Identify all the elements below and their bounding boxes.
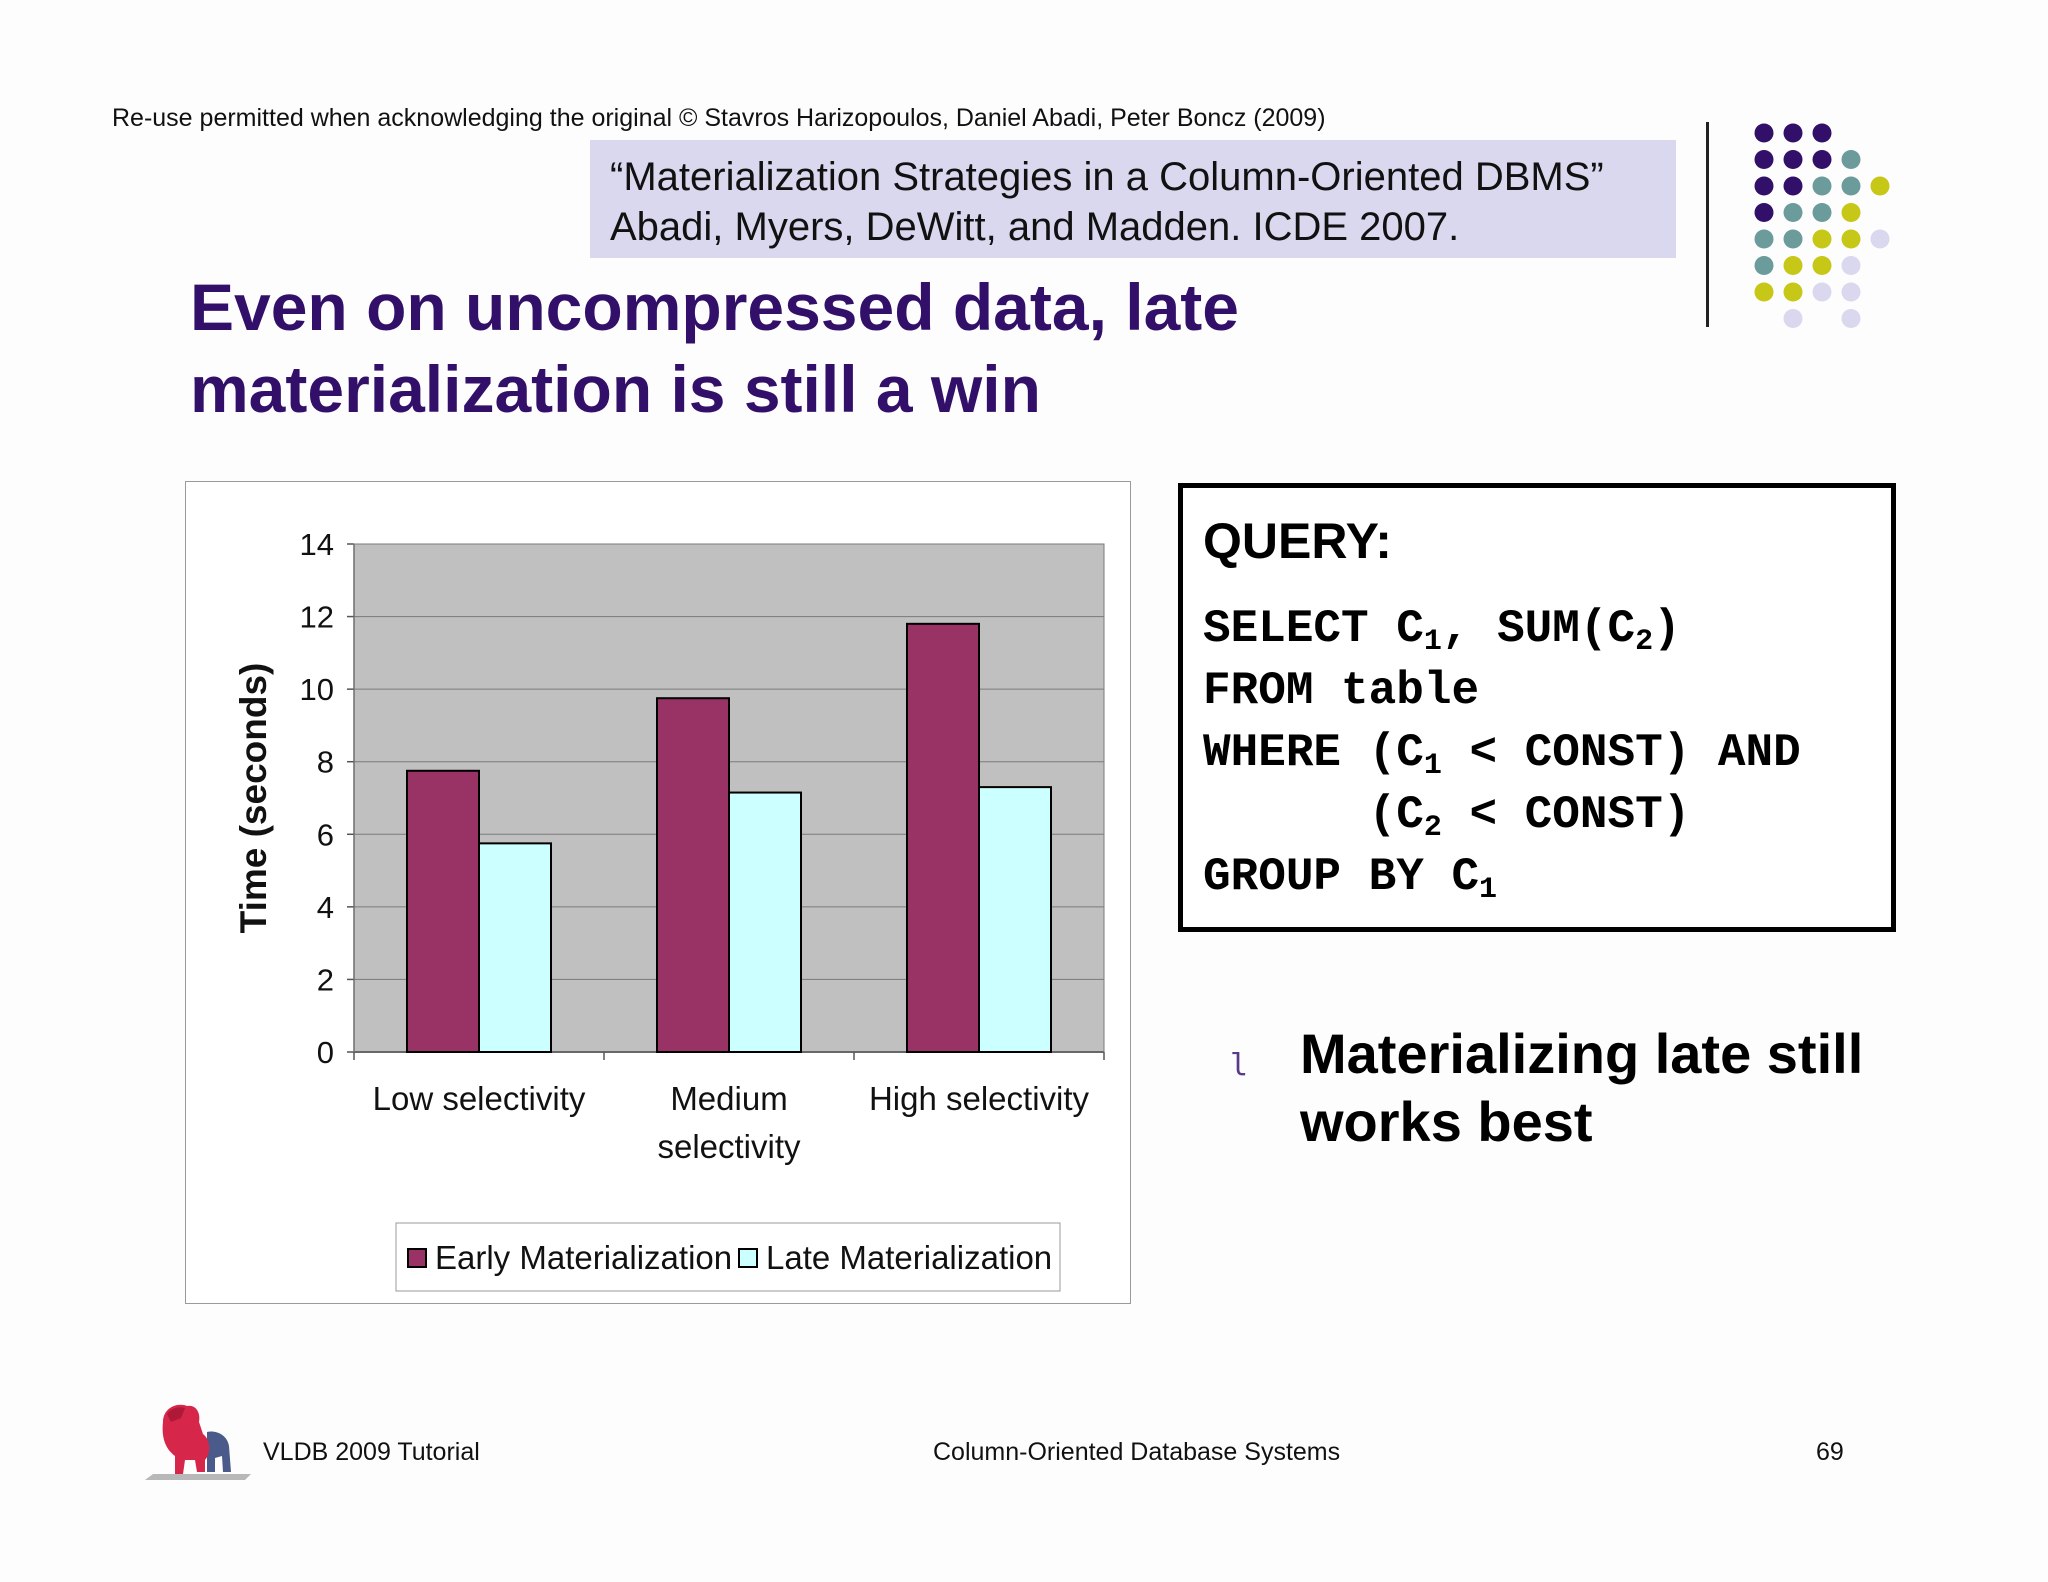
query-label: QUERY:: [1203, 513, 1392, 569]
y-tick-label: 6: [317, 817, 334, 852]
legend-box: [395, 1222, 1061, 1292]
decor-dot: [1812, 123, 1832, 143]
decor-dot: [1841, 203, 1861, 222]
decor-dot: [1783, 309, 1803, 328]
legend: Early Materialization Late Materializatio…: [395, 1222, 1061, 1292]
decor-dot: [1754, 150, 1774, 169]
decor-dot: [1754, 229, 1774, 249]
code-subscript: 2: [1423, 811, 1442, 845]
query-code: SELECT C1, SUM(C2) FROM table WHERE (C1 …: [1203, 598, 1801, 908]
x-tick-label: Low selectivity: [373, 1080, 586, 1117]
x-tick-label: High selectivity: [869, 1080, 1090, 1117]
y-tick-label: 2: [317, 962, 334, 997]
code-subscript: 1: [1423, 749, 1442, 783]
y-tick-label: 4: [317, 890, 334, 925]
bar-early: [656, 697, 730, 1053]
legend-label: Early Materialization: [435, 1239, 732, 1276]
bar-early: [906, 622, 980, 1053]
decor-dot: [1870, 229, 1890, 249]
code-subscript: 2: [1635, 625, 1654, 659]
decor-dot: [1812, 256, 1832, 275]
decor-dot: [1754, 123, 1774, 143]
y-tick-label: 10: [300, 672, 334, 707]
y-axis-label: Time (seconds): [233, 663, 274, 934]
bar-late: [478, 842, 552, 1053]
decor-dot: [1841, 282, 1861, 302]
decor-dot: [1870, 176, 1890, 196]
code-text: < CONST) AND: [1441, 727, 1801, 779]
slide-title: Even on uncompressed data, late material…: [190, 266, 1239, 430]
bar-chart: 0 2 4 6 8 10 12 14 Low selectivity Medium selectiv…: [233, 527, 1105, 1292]
code-text: ): [1653, 603, 1681, 655]
query-from-line: FROM table: [1203, 665, 1480, 717]
header-divider: [1706, 122, 1709, 327]
decor-dot: [1841, 229, 1861, 249]
lion-statue-logo: [145, 1404, 251, 1480]
bar-late: [978, 786, 1052, 1053]
decor-dot: [1754, 203, 1774, 222]
code-subscript: 1: [1479, 873, 1498, 907]
y-tick-label: 12: [300, 600, 334, 635]
decor-dot: [1783, 123, 1803, 143]
decor-dot: [1812, 176, 1832, 196]
decor-dot: [1812, 282, 1832, 302]
y-tick-label: 8: [317, 745, 334, 780]
title-line-1: Even on uncompressed data, late: [190, 270, 1239, 344]
decor-dot: [1812, 229, 1832, 249]
decor-dot: [1841, 150, 1861, 169]
legend-label: Late Materialization: [766, 1239, 1052, 1276]
footer-event: VLDB 2009 Tutorial: [263, 1438, 480, 1466]
code-subscript: 1: [1423, 625, 1442, 659]
decor-dot: [1841, 256, 1861, 275]
copyright-notice: Re-use permitted when acknowledging the …: [112, 104, 1326, 132]
footer-page-number: 69: [1816, 1438, 1844, 1466]
bullet-marker: l: [1230, 1048, 1249, 1083]
code-text: < CONST): [1441, 789, 1691, 841]
decorative-dots: [1754, 123, 1890, 328]
decor-dot: [1754, 256, 1774, 275]
y-tick-label: 0: [317, 1035, 334, 1070]
query-groupby-line: GROUP BY C1: [1203, 846, 1801, 908]
decor-dot: [1812, 150, 1832, 169]
decor-dot: [1841, 309, 1861, 328]
code-text: (C: [1203, 789, 1424, 841]
x-tick-label: Medium: [670, 1080, 787, 1117]
title-line-2: materialization is still a win: [190, 352, 1041, 426]
bullet-line-2: works best: [1300, 1090, 1593, 1153]
footer-course-title: Column-Oriented Database Systems: [933, 1438, 1341, 1466]
decor-dot: [1783, 203, 1803, 222]
x-tick-label: selectivity: [657, 1128, 801, 1165]
y-tick-label: 14: [300, 527, 334, 562]
bar-late: [728, 791, 802, 1053]
query-select-line: SELECT C1, SUM(C2): [1203, 598, 1801, 660]
bar-early: [406, 769, 480, 1053]
bullet-text: Materializing late still works best: [1300, 1020, 1863, 1156]
code-text: SELECT C: [1203, 603, 1424, 655]
query-and-line: (C2 < CONST): [1203, 784, 1801, 846]
bullet-line-1: Materializing late still: [1300, 1022, 1864, 1085]
code-text: WHERE (C: [1203, 727, 1424, 779]
decor-dot: [1754, 282, 1774, 302]
legend-swatch: [407, 1248, 427, 1268]
decor-dot: [1783, 150, 1803, 169]
code-text: , SUM(C: [1441, 603, 1636, 655]
decor-dot: [1841, 176, 1861, 196]
legend-swatch: [738, 1248, 758, 1268]
decor-dot: [1812, 203, 1832, 222]
query-box: QUERY: SELECT C1, SUM(C2) FROM table WHE…: [1178, 483, 1896, 932]
query-where-line: WHERE (C1 < CONST) AND: [1203, 722, 1801, 784]
chart-frame: 0 2 4 6 8 10 12 14 Low selectivity Medium selectiv…: [185, 481, 1131, 1304]
decor-dot: [1754, 176, 1774, 196]
decor-dot: [1783, 229, 1803, 249]
citation-box: “Materialization Strategies in a Column-…: [590, 140, 1676, 258]
decor-dot: [1783, 282, 1803, 302]
citation-authors: Abadi, Myers, DeWitt, and Madden. ICDE 2…: [610, 205, 1460, 249]
citation-title: “Materialization Strategies in a Column-…: [610, 155, 1604, 199]
decor-dot: [1783, 256, 1803, 275]
code-text: GROUP BY C: [1203, 851, 1480, 903]
decor-dot: [1783, 176, 1803, 196]
